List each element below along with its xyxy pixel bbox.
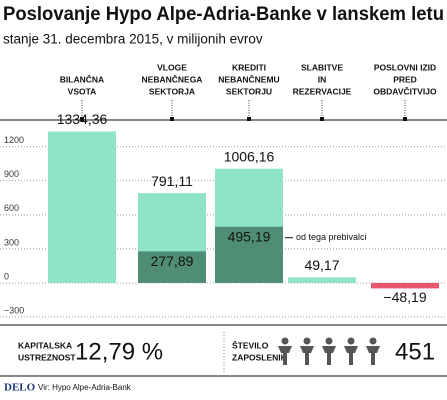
category-label: BILANČNA [60,73,104,84]
person-icon-body [322,346,336,365]
stat-label: ZAPOSLENIH [232,352,287,362]
category-label: VSOTA [68,86,97,96]
category-label: POSLOVNI IZID [374,62,436,72]
stat-label: USTREZNOST [18,352,76,362]
category-label: NEBANČNEGA [142,73,203,84]
category-marker [170,117,174,121]
category-marker [80,117,84,121]
person-icon-head [281,337,289,345]
sub-bar [138,251,206,283]
value-label: 1334,36 [57,111,108,127]
sub-value-label: 277,89 [151,253,194,269]
category-label: OBDAVČITVIJO [373,85,437,96]
y-tick-label: 0 [4,271,9,281]
person-icon-body [366,346,380,365]
category-label: SLABITVE [301,62,343,72]
person-icon-head [325,337,333,345]
source: Vir: Hypo Alpe-Adria-Bank [38,383,132,392]
y-tick-label: 600 [4,203,19,213]
person-icon-head [303,337,311,345]
category-label: VLOGE [157,62,187,72]
y-tick-label: 900 [4,169,19,179]
category-label: NEBANČNEMU [218,73,279,84]
bar [48,131,116,283]
person-icon-body [344,346,358,365]
value-label: −48,19 [383,289,426,305]
stat-label: ŠTEVILO [232,339,269,350]
annotation: od tega prebivalci [296,232,367,242]
y-tick-label: 1200 [4,135,24,145]
chart-subtitle: stanje 31. decembra 2015, v milijonih ev… [3,32,263,47]
category-label: REZERVACIJE [293,86,352,96]
y-tick-label: 300 [4,237,19,247]
person-icon-body [300,346,314,365]
bar [371,282,439,289]
category-label: PRED [393,74,417,84]
stat-label: KAPITALSKA [18,340,72,350]
logo: DELO [4,382,36,394]
category-label: SEKTORJA [149,86,195,96]
sub-bar [215,226,283,283]
category-marker [320,117,324,121]
category-marker [247,117,251,121]
category-marker [403,117,407,121]
person-icon-head [369,337,377,345]
category-label: IN [318,74,327,84]
value-label: 49,17 [304,257,339,273]
bar [288,277,356,283]
stat-value: 12,79 % [75,338,163,365]
y-tick-label: −300 [4,305,24,315]
chart-title: Poslovanje Hypo Alpe-Adria-Banke v lansk… [3,4,444,25]
person-icon-head [347,337,355,345]
category-label: KREDITI [232,62,266,72]
value-label: 791,11 [151,173,193,189]
sub-value-label: 495,19 [228,228,271,244]
person-icon-body [278,346,292,365]
stat-value: 451 [395,338,435,365]
value-label: 1006,16 [224,148,275,164]
category-label: SEKTORJU [226,86,272,96]
